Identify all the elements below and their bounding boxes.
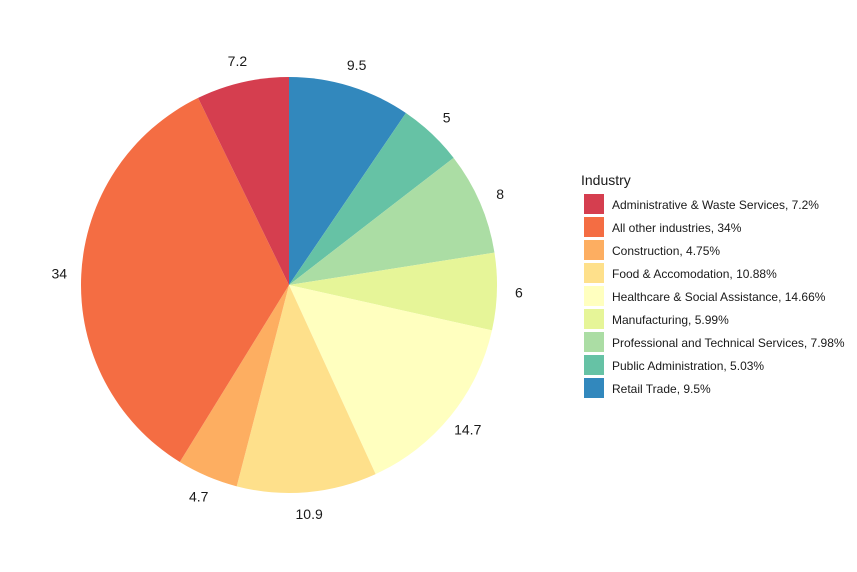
legend: Industry Administrative & Waste Services…	[581, 172, 845, 398]
legend-label-manufacturing: Manufacturing, 5.99%	[612, 313, 729, 327]
legend-label-all-other-industries: All other industries, 34%	[612, 221, 742, 235]
legend-label-public-administration: Public Administration, 5.03%	[612, 359, 764, 373]
legend-swatch-administrative-and-waste-services	[584, 194, 604, 214]
pie-slice-manufacturing	[289, 252, 497, 331]
legend-swatch-retail-trade	[584, 378, 604, 398]
legend-label-retail-trade: Retail Trade, 9.5%	[612, 382, 711, 396]
pie-slice-retail-trade	[289, 77, 406, 285]
legend-label-construction: Construction, 4.75%	[612, 244, 720, 258]
slice-label-manufacturing: 6	[515, 284, 523, 300]
legend-swatch-all-other-industries	[584, 217, 604, 237]
legend-label-healthcare-and-social-assistance: Healthcare & Social Assistance, 14.66%	[612, 290, 826, 304]
legend-label-professional-and-technical-services: Professional and Technical Services, 7.9…	[612, 336, 845, 350]
slice-label-administrative-and-waste-services: 7.2	[228, 53, 248, 69]
pie-slice-healthcare-and-social-assistance	[289, 285, 492, 475]
slice-label-retail-trade: 9.5	[347, 57, 367, 73]
pie-slices	[80, 77, 497, 493]
legend-swatch-food-and-accomodation	[584, 263, 604, 283]
slice-label-all-other-industries: 34	[51, 265, 67, 281]
slice-label-food-and-accomodation: 10.9	[296, 506, 323, 522]
slice-label-professional-and-technical-services: 8	[496, 186, 504, 202]
pie-slice-construction	[179, 285, 289, 487]
legend-swatch-construction	[584, 240, 604, 260]
slice-label-healthcare-and-social-assistance: 14.7	[454, 422, 481, 438]
pie-slice-labels: 9.5 5 8 6 14.7 10.9 4.7 34 7.2	[51, 53, 522, 522]
pie-slice-professional-and-technical-services	[289, 157, 495, 285]
legend-swatch-professional-and-technical-services	[584, 332, 604, 352]
pie-slice-all-other-industries	[80, 97, 289, 463]
slice-label-public-administration: 5	[443, 109, 451, 125]
legend-swatch-manufacturing	[584, 309, 604, 329]
legend-label-food-and-accomodation: Food & Accomodation, 10.88%	[612, 267, 777, 281]
pie-slice-food-and-accomodation	[236, 285, 376, 493]
legend-swatch-public-administration	[584, 355, 604, 375]
pie-slice-public-administration	[289, 112, 454, 286]
legend-label-administrative-and-waste-services: Administrative & Waste Services, 7.2%	[612, 198, 819, 212]
legend-swatch-healthcare-and-social-assistance	[584, 286, 604, 306]
legend-title: Industry	[581, 172, 631, 188]
pie-slice-administrative-and-waste-services	[198, 77, 289, 285]
slice-label-construction: 4.7	[189, 489, 209, 505]
